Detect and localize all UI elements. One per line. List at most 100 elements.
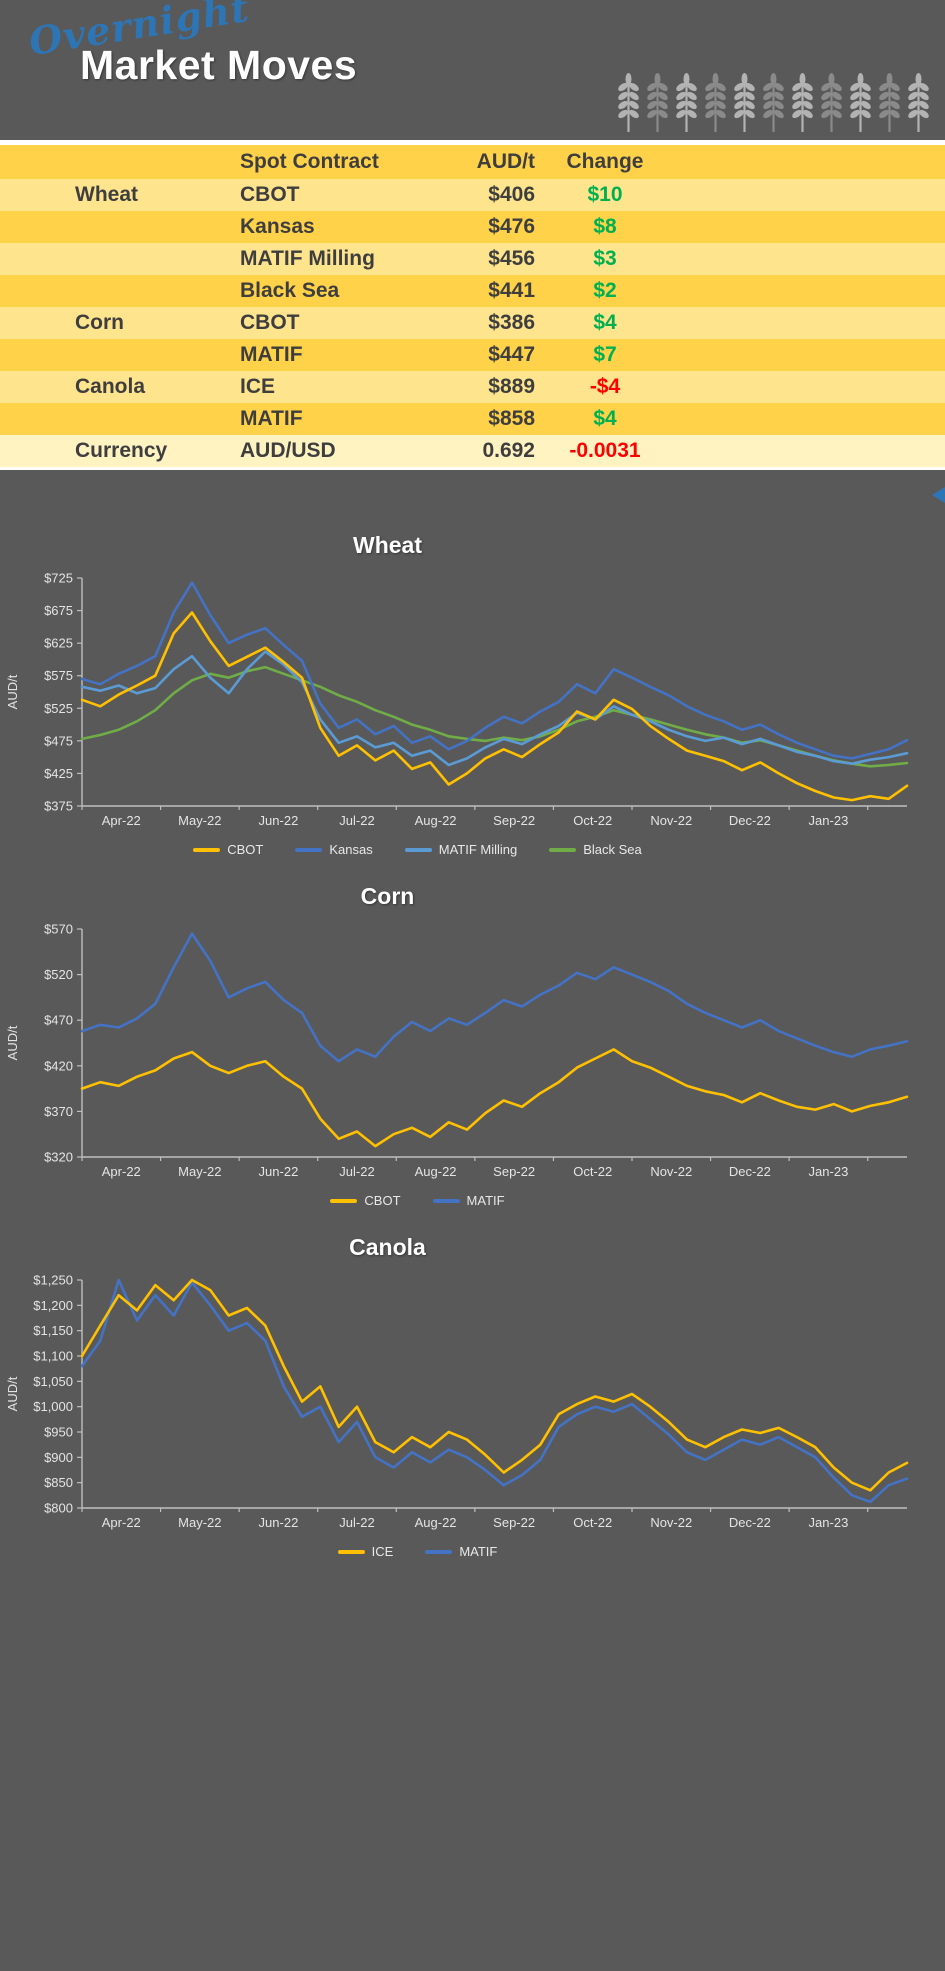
legend-item: CBOT <box>193 842 263 857</box>
chart-wheat: Wheat $375 $425 $475 $525 $575 $625 $675 $725 Ap… <box>0 506 945 857</box>
page-title: Market Moves <box>80 42 358 88</box>
contract-label: Black Sea <box>240 279 340 302</box>
svg-text:$475: $475 <box>44 733 73 748</box>
price-value: $889 <box>488 375 535 398</box>
svg-text:$425: $425 <box>44 766 73 781</box>
price-value: 0.692 <box>482 439 535 462</box>
change-value: $3 <box>593 247 617 270</box>
canola-chart-plot: $800 $850 $900 $950 $1,000 $1,050 $1,100 $1,150… <box>5 1273 909 1530</box>
wheat-icon <box>908 73 929 132</box>
wheat-icon <box>792 73 813 132</box>
chart-canola: Canola $800 $850 $900 $950 $1,000 $1,050 $1,10… <box>0 1208 945 1559</box>
wheat-icon <box>879 73 900 132</box>
svg-text:$375: $375 <box>44 799 73 814</box>
svg-text:$1,000: $1,000 <box>33 1399 73 1414</box>
legend-item: CBOT <box>330 1193 401 1208</box>
svg-text:$850: $850 <box>44 1475 73 1490</box>
change-value: $4 <box>593 311 617 334</box>
contract-label: CBOT <box>240 183 300 206</box>
table-row[interactable]: Corn CBOT $386 $4 <box>0 307 945 339</box>
table-row[interactable]: MATIF $858 $4 <box>0 403 945 435</box>
svg-text:$525: $525 <box>44 701 73 716</box>
legend-line-swatch <box>337 1549 365 1554</box>
svg-text:AUD/t: AUD/t <box>5 1376 20 1411</box>
table-row[interactable]: Black Sea $441 $2 <box>0 275 945 307</box>
legend-label: Black Sea <box>583 842 642 857</box>
svg-text:Dec-22: Dec-22 <box>729 1164 771 1179</box>
table-row[interactable]: Currency AUD/USD 0.692 -0.0031 <box>0 435 945 467</box>
change-value: $8 <box>593 215 617 238</box>
svg-text:AUD/t: AUD/t <box>5 1025 20 1060</box>
price-value: $406 <box>488 183 535 206</box>
price-table-rows: Wheat CBOT $406 $10 Kansas $476 $8 MATIF Millin… <box>0 179 945 467</box>
svg-text:AUD/t: AUD/t <box>5 674 20 709</box>
legend-line-swatch <box>330 1198 358 1203</box>
legend-label: MATIF Milling <box>438 842 518 857</box>
svg-text:Jun-22: Jun-22 <box>259 1515 299 1530</box>
legend-item: MATIF <box>432 1193 505 1208</box>
svg-text:Jul-22: Jul-22 <box>339 1164 374 1179</box>
chart-title-wheat: Wheat <box>353 532 422 558</box>
wheat-icon <box>647 73 668 132</box>
axes: $375 $425 $475 $525 $575 $625 $675 $725 Apr-22 Ma… <box>5 571 907 828</box>
svg-text:$900: $900 <box>44 1450 73 1465</box>
svg-text:$625: $625 <box>44 636 73 651</box>
svg-text:Jan-23: Jan-23 <box>809 813 849 828</box>
col-header-change: Change <box>566 150 644 173</box>
svg-text:$1,050: $1,050 <box>33 1374 73 1389</box>
legend-label: MATIF <box>459 1544 498 1559</box>
svg-text:$1,250: $1,250 <box>33 1273 73 1288</box>
svg-text:May-22: May-22 <box>178 1515 221 1530</box>
wheat-chart-legend: CBOT Kansas MATIF Milling Black Sea <box>0 842 890 857</box>
legend-line-swatch <box>549 847 577 852</box>
svg-text:Jan-23: Jan-23 <box>809 1164 849 1179</box>
svg-text:$575: $575 <box>44 668 73 683</box>
contract-label: MATIF <box>240 343 303 366</box>
svg-text:Jul-22: Jul-22 <box>339 1515 374 1530</box>
table-row[interactable]: Canola ICE $889 -$4 <box>0 371 945 403</box>
corn-chart-plot: $320 $370 $420 $470 $520 $570 Apr-22 May-22 Jun-… <box>5 922 909 1179</box>
svg-text:May-22: May-22 <box>178 1164 221 1179</box>
commodity-label: Canola <box>75 375 146 398</box>
table-row[interactable]: Kansas $476 $8 <box>0 211 945 243</box>
price-value: $386 <box>488 311 535 334</box>
contract-label: MATIF Milling <box>240 247 375 270</box>
legend-item: Black Sea <box>549 842 642 857</box>
table-row[interactable]: MATIF $447 $7 <box>0 339 945 371</box>
blue-arrow-icon <box>932 487 945 503</box>
canola-chart-legend: ICE MATIF <box>0 1544 890 1559</box>
legend-label: CBOT <box>364 1193 401 1208</box>
wheat-chart-plot: $375 $425 $475 $525 $575 $625 $675 $725 Apr-22 Ma… <box>5 571 909 828</box>
svg-text:Dec-22: Dec-22 <box>729 1515 771 1530</box>
table-row[interactable]: MATIF Milling $456 $3 <box>0 243 945 275</box>
table-row[interactable]: Wheat CBOT $406 $10 <box>0 179 945 211</box>
svg-text:Dec-22: Dec-22 <box>729 813 771 828</box>
contract-label: AUD/USD <box>240 439 336 462</box>
wheat-icons-row <box>616 72 931 134</box>
series-lines <box>80 581 909 802</box>
svg-text:$1,150: $1,150 <box>33 1323 73 1338</box>
legend-item: ICE <box>337 1544 393 1559</box>
svg-text:$420: $420 <box>44 1058 73 1073</box>
page-header: Overnight Market Moves <box>0 0 945 140</box>
table-header-row: Spot Contract AUD/t Change <box>0 145 945 179</box>
svg-text:Nov-22: Nov-22 <box>650 813 692 828</box>
commodity-label: Wheat <box>75 183 138 206</box>
legend-line-swatch <box>295 847 323 852</box>
legend-label: MATIF <box>466 1193 505 1208</box>
svg-text:$725: $725 <box>44 571 73 586</box>
legend-line-swatch <box>425 1549 453 1554</box>
svg-text:$320: $320 <box>44 1150 73 1165</box>
wheat-icon <box>763 73 784 132</box>
legend-item: MATIF <box>425 1544 497 1559</box>
change-value: $7 <box>593 343 617 366</box>
change-value: -0.0031 <box>569 439 641 462</box>
commodity-label: Currency <box>75 439 168 462</box>
contract-label: ICE <box>240 375 276 398</box>
chart-title-corn: Corn <box>360 883 415 909</box>
svg-text:$370: $370 <box>44 1104 73 1119</box>
svg-text:Aug-22: Aug-22 <box>415 1515 457 1530</box>
price-value: $447 <box>488 343 535 366</box>
svg-text:Apr-22: Apr-22 <box>102 1164 141 1179</box>
svg-text:Aug-22: Aug-22 <box>415 1164 457 1179</box>
